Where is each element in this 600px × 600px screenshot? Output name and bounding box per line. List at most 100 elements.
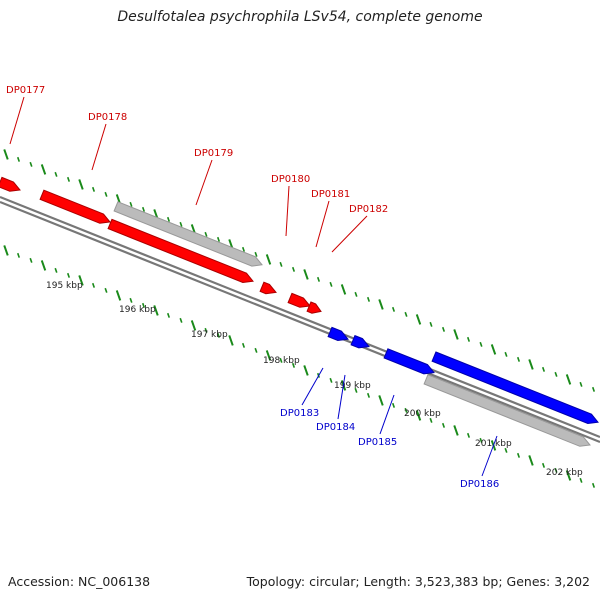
forward-gene-arrow[interactable] (259, 281, 277, 295)
upper-scale-tick (504, 351, 508, 357)
scale-label: 202 kbp (546, 468, 583, 478)
lower-scale-tick (565, 470, 572, 481)
lower-scale-tick (78, 275, 84, 286)
lower-scale-tick (129, 297, 133, 303)
lower-scale-tick (329, 377, 333, 383)
forward-gene-arrow[interactable] (107, 218, 254, 284)
upper-scale-tick (316, 276, 321, 282)
upper-scale-tick (91, 186, 96, 192)
upper-scale-tick (166, 216, 171, 222)
upper-scale-tick (54, 171, 58, 177)
upper-scale-tick (429, 321, 433, 327)
reverse-gene-arrow[interactable] (327, 326, 349, 342)
map-title: Desulfotalea psychrophila LSv54, complet… (117, 9, 483, 25)
upper-scale-tick (141, 206, 146, 212)
upper-scale-tick (378, 299, 384, 310)
upper-scale-tick (453, 329, 459, 340)
reverse-gene-arrow[interactable] (350, 334, 370, 349)
lower-scale-tick (366, 392, 371, 398)
lower-scale-tick (391, 402, 396, 408)
upper-scale-tick (66, 176, 71, 182)
forward-gene-arrow[interactable] (39, 189, 111, 224)
upper-scale-tick (554, 371, 558, 377)
lower-scale-tick (279, 357, 283, 363)
scale-label: 199 kbp (334, 381, 371, 391)
gene-label-leader (379, 394, 395, 435)
lower-scale-tick (415, 410, 422, 421)
upper-scale-tick (404, 311, 408, 317)
gene-label-leader (481, 435, 498, 477)
upper-scale-tick (366, 296, 371, 302)
gene-label-leader (315, 200, 330, 248)
lower-scale-tick (354, 387, 358, 393)
gene-label-leader (285, 185, 290, 237)
lower-scale-tick (204, 327, 208, 333)
gene-label-dp0177[interactable]: DP0177 (6, 85, 45, 96)
scale-label: 200 kbp (404, 409, 441, 419)
upper-scale-tick (565, 374, 572, 385)
lower-scale-tick (91, 282, 96, 288)
gene-label-leader (91, 123, 107, 171)
lower-scale-tick (153, 305, 159, 316)
gene-label-dp0185[interactable]: DP0185 (358, 437, 397, 448)
gene-label-dp0180[interactable]: DP0180 (271, 174, 310, 185)
lower-scale-tick (453, 425, 459, 436)
lower-scale-tick (466, 432, 471, 438)
genome-summary: Topology: circular; Length: 3,523,383 bp… (246, 574, 590, 589)
lower-scale-tick (429, 417, 433, 423)
gene-label-dp0184[interactable]: DP0184 (316, 422, 355, 433)
upper-scale-tick (591, 386, 596, 392)
gene-label-dp0181[interactable]: DP0181 (311, 189, 350, 200)
lower-scale-tick (216, 332, 221, 338)
gene-label-dp0186[interactable]: DP0186 (460, 479, 499, 490)
lower-scale-tick (166, 312, 171, 318)
upper-scale-tick (29, 161, 33, 167)
lower-scale-tick (291, 362, 296, 368)
reverse-gene-arrow[interactable] (383, 348, 435, 375)
gene-label-leader (337, 374, 346, 420)
lower-scale-tick (541, 462, 546, 468)
upper-scale-tick (241, 246, 246, 252)
upper-scale-tick (340, 284, 347, 295)
lower-scale-tick (179, 317, 183, 323)
lower-scale-tick (190, 320, 197, 331)
gene-feature-grey[interactable] (113, 201, 263, 267)
upper-scale-tick (354, 291, 358, 297)
upper-scale-tick (490, 344, 497, 355)
gene-label-leader (9, 96, 25, 145)
gene-label-dp0179[interactable]: DP0179 (194, 148, 233, 159)
lower-scale-tick (504, 447, 508, 453)
gene-label-dp0182[interactable]: DP0182 (349, 204, 388, 215)
gene-label-dp0183[interactable]: DP0183 (280, 408, 319, 419)
lower-scale-tick (516, 452, 521, 458)
lower-scale-tick (378, 395, 384, 406)
upper-scale-tick (279, 261, 283, 267)
reverse-gene-arrow[interactable] (431, 351, 599, 425)
lower-scale-tick (66, 272, 71, 278)
gene-label-dp0178[interactable]: DP0178 (88, 112, 127, 123)
upper-scale-tick (265, 254, 272, 265)
lower-scale-tick (241, 342, 246, 348)
lower-scale-tick (479, 437, 483, 443)
upper-scale-tick (179, 221, 183, 227)
lower-scale-tick (254, 347, 258, 353)
gene-feature-grey[interactable] (423, 374, 591, 447)
forward-gene-arrow[interactable] (0, 176, 21, 192)
lower-scale-tick (16, 252, 21, 258)
upper-scale-tick (3, 149, 9, 160)
lower-scale-tick (579, 477, 583, 483)
gene-label-leader (301, 367, 324, 406)
scale-label: 196 kbp (119, 305, 156, 315)
lower-scale-tick (115, 290, 122, 301)
lower-scale-tick (54, 267, 58, 273)
forward-gene-arrow[interactable] (287, 292, 311, 308)
lower-scale-tick (29, 257, 33, 263)
upper-scale-tick (528, 359, 534, 370)
lower-scale-tick (404, 407, 408, 413)
lower-scale-tick (141, 302, 146, 308)
upper-scale-tick (16, 156, 21, 162)
forward-gene-arrow[interactable] (306, 301, 322, 314)
lower-scale-tick (265, 350, 272, 361)
lower-scale-tick (40, 260, 47, 271)
